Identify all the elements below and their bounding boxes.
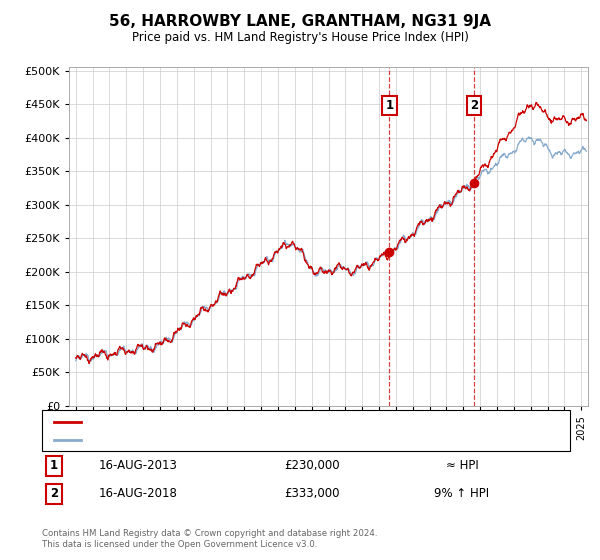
Text: £333,000: £333,000 [284,487,340,501]
Text: 16-AUG-2013: 16-AUG-2013 [98,459,178,473]
Text: 9% ↑ HPI: 9% ↑ HPI [434,487,490,501]
Text: 56, HARROWBY LANE, GRANTHAM, NG31 9JA (detached house): 56, HARROWBY LANE, GRANTHAM, NG31 9JA (d… [87,417,415,427]
Text: 16-AUG-2018: 16-AUG-2018 [98,487,178,501]
Text: HPI: Average price, detached house, South Kesteven: HPI: Average price, detached house, Sout… [87,435,361,445]
Text: ≈ HPI: ≈ HPI [446,459,478,473]
Text: Price paid vs. HM Land Registry's House Price Index (HPI): Price paid vs. HM Land Registry's House … [131,31,469,44]
Text: £230,000: £230,000 [284,459,340,473]
Text: This data is licensed under the Open Government Licence v3.0.: This data is licensed under the Open Gov… [42,540,317,549]
Text: 56, HARROWBY LANE, GRANTHAM, NG31 9JA: 56, HARROWBY LANE, GRANTHAM, NG31 9JA [109,14,491,29]
Text: Contains HM Land Registry data © Crown copyright and database right 2024.: Contains HM Land Registry data © Crown c… [42,529,377,538]
Text: 1: 1 [50,459,58,473]
Text: 1: 1 [385,99,394,112]
Text: 2: 2 [470,99,478,112]
Text: 2: 2 [50,487,58,501]
